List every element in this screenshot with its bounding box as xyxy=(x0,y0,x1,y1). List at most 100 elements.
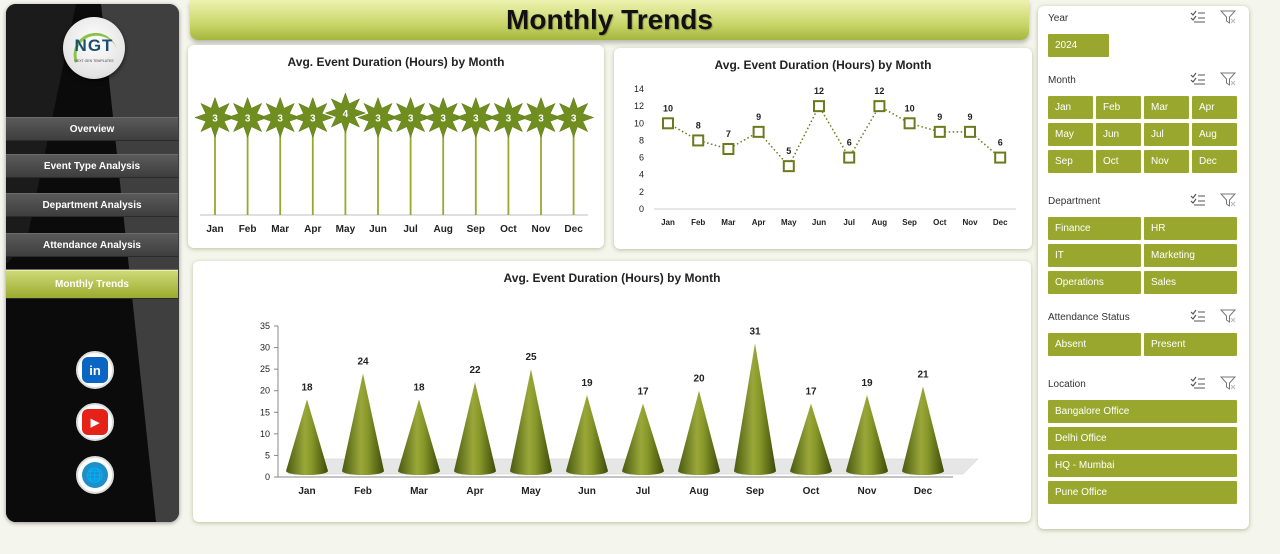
nav-label: Monthly Trends xyxy=(55,278,129,290)
attendance-option-absent[interactable]: Absent xyxy=(1048,333,1141,356)
youtube-button[interactable]: ▶ xyxy=(76,403,114,441)
nav-department-analysis[interactable]: Department Analysis xyxy=(6,193,178,217)
department-option-hr[interactable]: HR xyxy=(1144,217,1237,240)
linkedin-glyph: in xyxy=(89,362,101,378)
multi-select-icon[interactable] xyxy=(1190,10,1206,24)
year-slicer-tools xyxy=(1190,10,1237,24)
data-label: 20 xyxy=(693,374,705,385)
multi-select-icon[interactable] xyxy=(1190,376,1206,390)
cone-bar xyxy=(846,395,888,475)
location-option-0[interactable]: Bangalore Office xyxy=(1048,400,1237,423)
y-tick-label: 6 xyxy=(639,153,644,163)
month-option-jul[interactable]: Jul xyxy=(1144,123,1189,146)
multi-select-icon[interactable] xyxy=(1190,72,1206,86)
month-option-sep[interactable]: Sep xyxy=(1048,150,1093,173)
cone-bar xyxy=(286,399,328,475)
nav-monthly-trends[interactable]: Monthly Trends xyxy=(6,269,178,299)
month-option-mar[interactable]: Mar xyxy=(1144,96,1189,119)
x-tick-label: Jan xyxy=(298,486,315,497)
month-slicer-tools xyxy=(1190,72,1237,86)
month-option-dec[interactable]: Dec xyxy=(1192,150,1237,173)
x-tick-label: Apr xyxy=(752,218,766,227)
brand-logo[interactable]: NGT NEXT GEN TEMPLATES xyxy=(63,17,125,79)
attendance-slicer-label: Attendance Status xyxy=(1048,312,1130,323)
attendance-option-present[interactable]: Present xyxy=(1144,333,1237,356)
data-label: 3 xyxy=(375,114,381,125)
month-option-aug[interactable]: Aug xyxy=(1192,123,1237,146)
clear-filter-icon[interactable] xyxy=(1219,309,1237,323)
cone-bar xyxy=(734,343,776,475)
y-tick-label: 10 xyxy=(634,118,644,128)
data-label: 3 xyxy=(506,114,512,125)
y-tick-label: 8 xyxy=(639,135,644,145)
department-option-it[interactable]: IT xyxy=(1048,244,1141,267)
x-tick-label: Nov xyxy=(962,218,978,227)
month-option-nov[interactable]: Nov xyxy=(1144,150,1189,173)
y-tick-label: 35 xyxy=(260,321,270,331)
data-label: 25 xyxy=(525,352,537,363)
clear-filter-icon[interactable] xyxy=(1219,72,1237,86)
x-tick-label: Sep xyxy=(467,224,485,235)
multi-select-icon[interactable] xyxy=(1190,193,1206,207)
linkedin-button[interactable]: in xyxy=(76,351,114,389)
data-label: 17 xyxy=(805,387,817,398)
year-option-2024[interactable]: 2024 xyxy=(1048,34,1109,57)
multi-select-icon[interactable] xyxy=(1190,309,1206,323)
point-marker xyxy=(752,125,765,138)
data-label: 6 xyxy=(998,138,1003,148)
location-option-2[interactable]: HQ - Mumbai xyxy=(1048,454,1237,477)
y-tick-label: 4 xyxy=(639,170,644,180)
x-tick-label: Nov xyxy=(532,224,551,235)
department-option-marketing[interactable]: Marketing xyxy=(1144,244,1237,267)
data-label: 24 xyxy=(357,356,369,367)
y-tick-label: 15 xyxy=(260,407,270,417)
data-label: 3 xyxy=(473,114,479,125)
x-tick-label: Feb xyxy=(354,486,372,497)
globe-icon: 🌐 xyxy=(82,462,108,488)
data-label: 3 xyxy=(212,114,218,125)
location-option-3[interactable]: Pune Office xyxy=(1048,481,1237,504)
nav-label: Department Analysis xyxy=(42,199,142,211)
clear-filter-icon[interactable] xyxy=(1219,193,1237,207)
data-label: 12 xyxy=(874,86,884,96)
department-option-sales[interactable]: Sales xyxy=(1144,271,1237,294)
clear-filter-icon[interactable] xyxy=(1219,376,1237,390)
series-line xyxy=(667,104,1001,168)
x-tick-label: May xyxy=(781,218,797,227)
star-marker xyxy=(552,96,595,139)
sidebar-background xyxy=(6,4,179,522)
cone-bar xyxy=(678,390,720,475)
x-tick-label: Jun xyxy=(812,218,826,227)
x-tick-label: Jul xyxy=(403,224,418,235)
y-tick-label: 10 xyxy=(260,429,270,439)
nav-overview[interactable]: Overview xyxy=(6,117,178,141)
linkedin-icon: in xyxy=(82,357,108,383)
website-button[interactable]: 🌐 xyxy=(76,456,114,494)
data-label: 3 xyxy=(571,114,577,125)
month-option-oct[interactable]: Oct xyxy=(1096,150,1141,173)
location-slicer-tools xyxy=(1190,376,1237,390)
point-marker xyxy=(994,151,1007,164)
y-tick-label: 25 xyxy=(260,364,270,374)
youtube-icon: ▶ xyxy=(82,409,108,435)
y-tick-label: 0 xyxy=(265,472,270,482)
data-label: 22 xyxy=(469,365,481,376)
nav-event-type-analysis[interactable]: Event Type Analysis xyxy=(6,154,178,178)
x-tick-label: Oct xyxy=(933,218,947,227)
location-option-1[interactable]: Delhi Office xyxy=(1048,427,1237,450)
department-option-operations[interactable]: Operations xyxy=(1048,271,1141,294)
department-option-finance[interactable]: Finance xyxy=(1048,217,1141,240)
cone-bar xyxy=(566,395,608,475)
month-option-may[interactable]: May xyxy=(1048,123,1093,146)
nav-attendance-analysis[interactable]: Attendance Analysis xyxy=(6,233,178,257)
x-tick-label: Aug xyxy=(433,224,452,235)
chart-title: Avg. Event Duration (Hours) by Month xyxy=(503,271,721,285)
clear-filter-icon[interactable] xyxy=(1219,10,1237,24)
month-option-jun[interactable]: Jun xyxy=(1096,123,1141,146)
data-label: 10 xyxy=(905,103,915,113)
month-option-jan[interactable]: Jan xyxy=(1048,96,1093,119)
month-option-feb[interactable]: Feb xyxy=(1096,96,1141,119)
data-label: 3 xyxy=(310,114,316,125)
month-option-apr[interactable]: Apr xyxy=(1192,96,1237,119)
cone-bar xyxy=(622,403,664,475)
